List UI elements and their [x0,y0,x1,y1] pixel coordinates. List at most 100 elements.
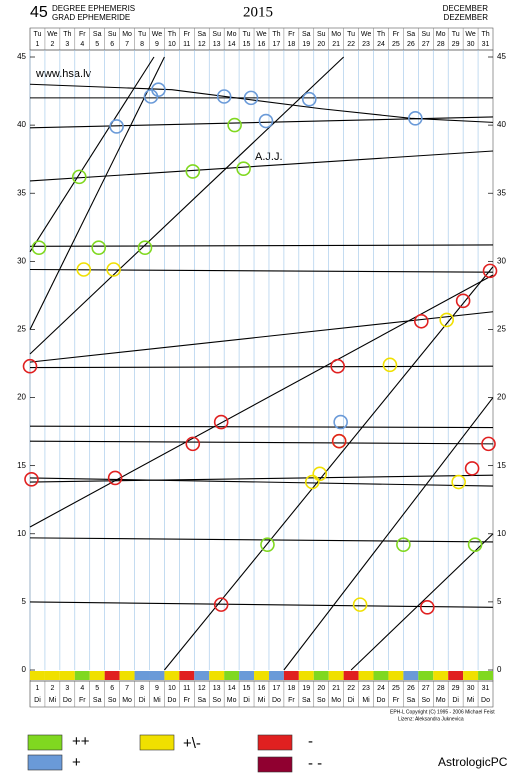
day-top: 31 [482,41,490,48]
day-top: 19 [302,41,310,48]
legend-label: +\- [183,735,201,752]
day-bottom: 3 [65,685,69,692]
day-bottom: 14 [228,685,236,692]
day-bottom: 10 [168,685,176,692]
planet-line [29,83,494,123]
header-left-1: DEGREE EPHEMERIS [52,4,135,13]
aspect-circle [408,111,423,126]
weekday-top: Tu [243,31,251,38]
weekday-bottom: Do [377,697,386,704]
weekday-bottom: Sa [407,697,416,704]
aspect-circle [333,414,348,430]
site: www.hsa.lv [35,68,92,80]
day-bottom: 16 [258,685,266,692]
day-top: 3 [65,41,69,48]
footer: Lizenz: Aleksandra Juknevica [398,716,464,722]
y-tick-label: 10 [17,529,26,538]
day-top: 17 [273,41,281,48]
day-bottom: 30 [467,685,475,692]
y-tick-label: 45 [17,52,26,61]
day-color [358,671,374,680]
aspect-circle [71,169,87,185]
aspect-circle [213,597,229,612]
aspect-circle [451,474,466,490]
day-color [134,671,150,680]
y-tick-label-right: 10 [497,529,506,538]
day-color [418,671,434,680]
day-color [343,671,359,680]
aspect-circle [352,597,368,612]
weekday-top: Fr [79,31,86,38]
day-color [478,671,493,680]
day-color [44,671,60,680]
weekday-bottom: Mo [436,697,446,704]
day-top: 24 [377,41,385,48]
weekday-bottom: Mo [122,697,132,704]
day-top: 5 [95,41,99,48]
planet-line [29,440,494,445]
day-color [403,671,419,680]
aspect-circle [330,358,345,374]
day-top: 16 [258,41,266,48]
weekday-top: Sa [93,31,102,38]
day-bottom: 11 [183,685,190,692]
weekday-top: Tu [347,31,355,38]
y-tick-label-right: 30 [497,256,506,265]
weekday-top: Su [108,31,117,38]
weekday-bottom: Do [272,697,281,704]
weekday-top: Th [481,31,489,38]
weekday-bottom: So [212,697,221,704]
weekday-top: Su [317,31,326,38]
day-bottom: 13 [213,685,221,692]
weekday-bottom: Fr [393,697,400,704]
day-bottom: 6 [110,685,114,692]
day-top: 4 [80,41,84,48]
weekday-top: Tu [138,31,146,38]
y-tick-label: 25 [17,325,26,334]
day-top: 1 [36,41,40,48]
day-bottom: 21 [332,685,340,692]
aspect-circle [481,436,496,452]
day-color [104,671,120,680]
aspect-circle [301,91,317,107]
y-tick-label-right: 25 [497,325,506,334]
y-tick-label-right: 45 [497,52,506,61]
day-top: 6 [110,41,114,48]
day-top: 9 [155,41,159,48]
weekday-top: Mo [331,31,341,38]
planet-line [29,601,494,608]
legend-swatch [257,756,293,773]
day-top: 11 [183,41,190,48]
planet-line [29,268,494,273]
day-bottom: 20 [317,685,325,692]
weekday-bottom: Sa [302,697,311,704]
header-right-2: DEZEMBER [444,13,489,22]
y-tick-label: 0 [22,665,27,674]
day-color [463,671,479,680]
weekday-bottom: Fr [79,697,86,704]
day-top: 13 [213,41,221,48]
day-top: 22 [347,41,355,48]
y-tick-label: 20 [17,393,26,402]
aspect-circle [185,164,201,179]
day-bottom: 31 [482,685,490,692]
planet-line [29,56,155,253]
header-left-2: GRAD EPHEMERIDE [52,13,130,22]
y-tick-label: 5 [22,597,27,606]
weekday-top: Sa [197,31,206,38]
day-top: 2 [50,41,54,48]
day-bottom: 2 [50,685,54,692]
day-color [373,671,389,680]
aspect-circle [185,436,201,452]
day-top: 28 [437,41,445,48]
day-color [224,671,240,680]
day-color [313,671,329,680]
day-color [209,671,225,680]
day-bottom: 27 [422,685,430,692]
aspect-circle [24,471,39,487]
day-color [298,671,314,680]
day-bottom: 24 [377,685,385,692]
planet-line [29,365,494,369]
legend-label: - [308,733,313,750]
day-bottom: 26 [407,685,415,692]
